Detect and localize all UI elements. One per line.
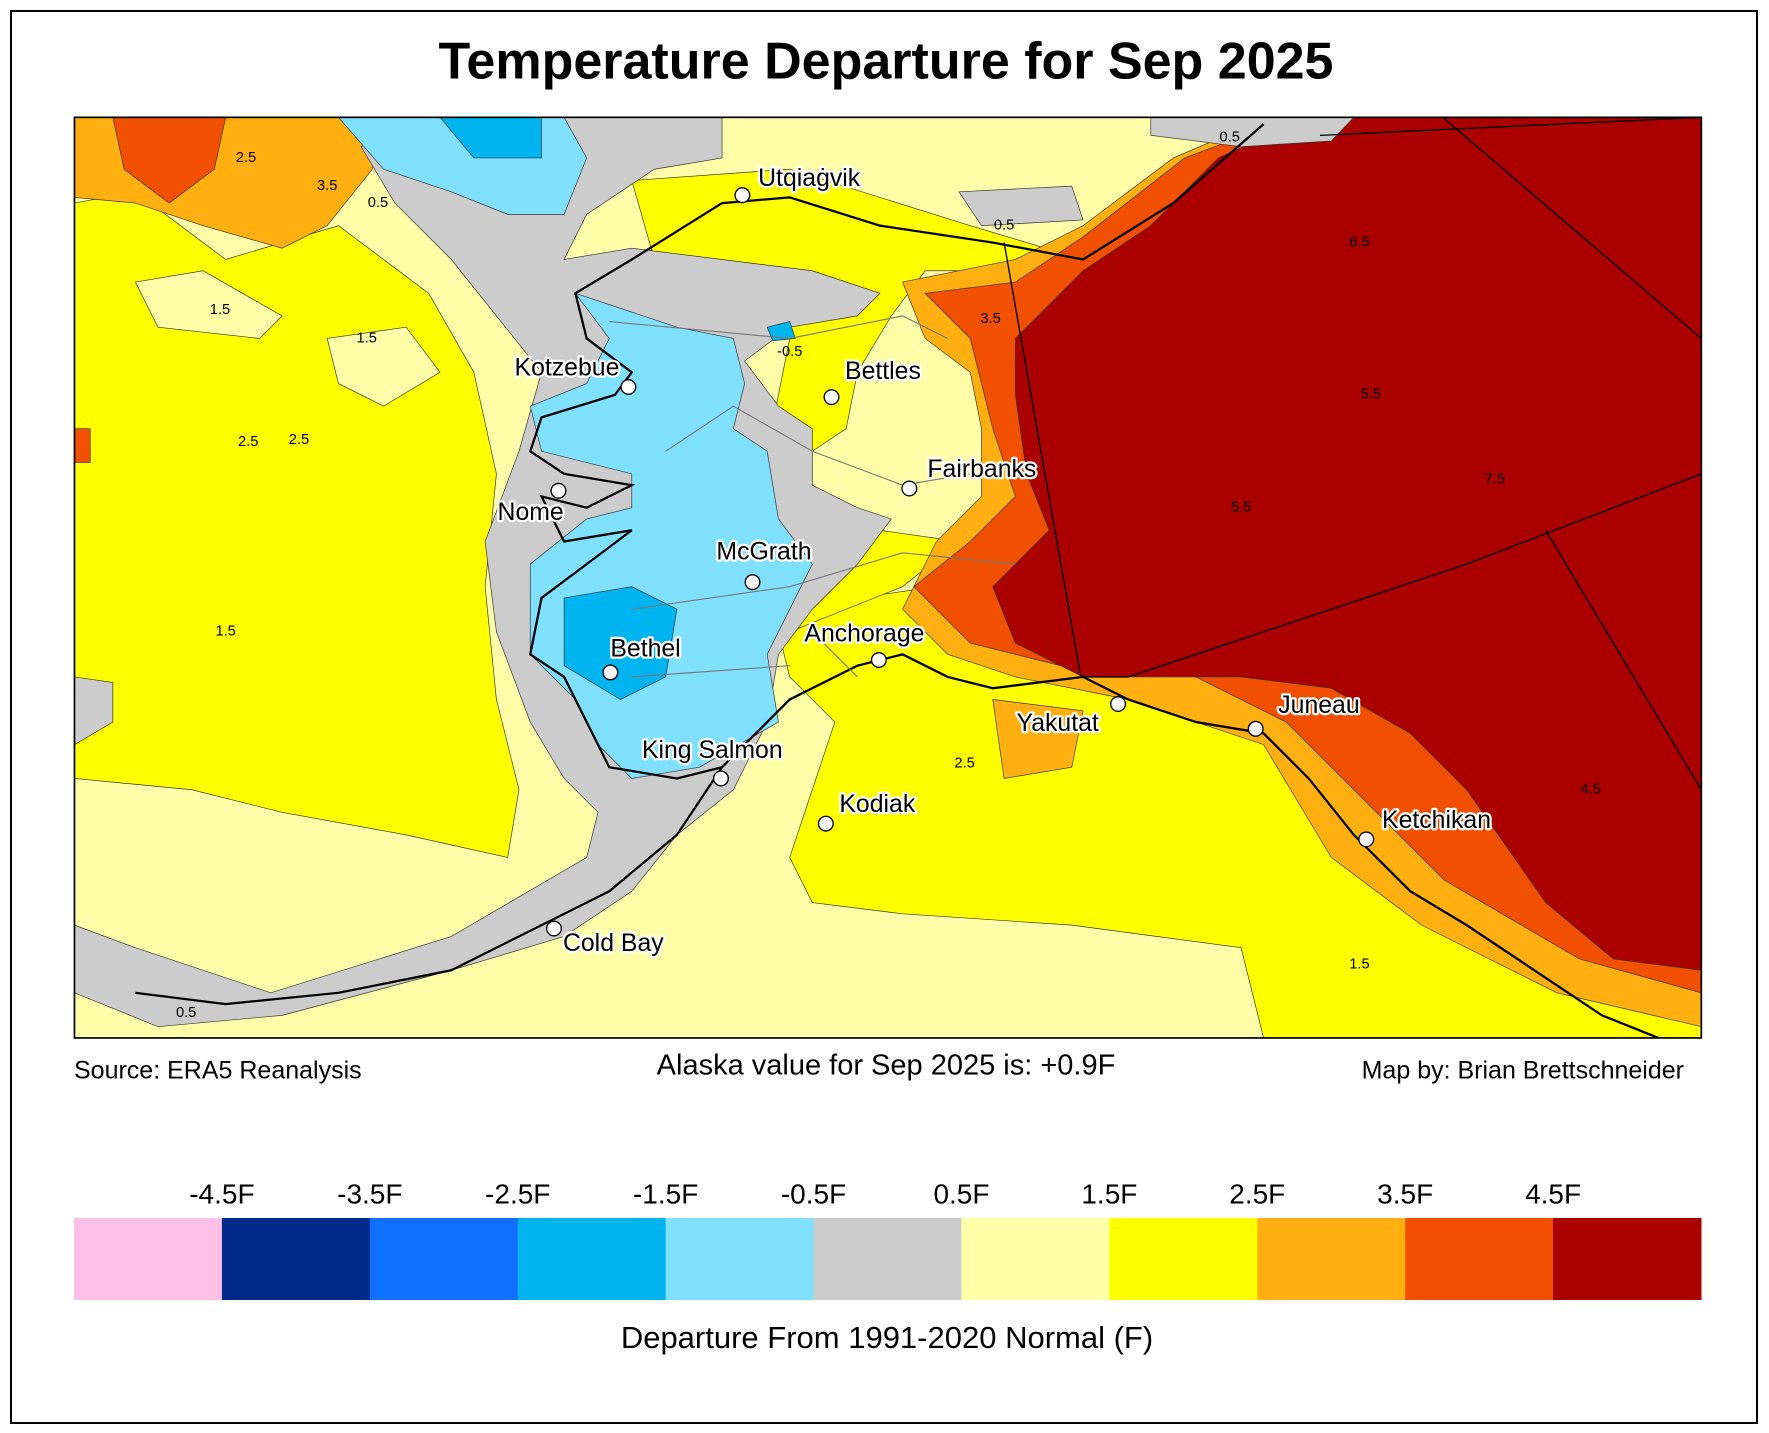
colorbar-tick-label: -0.5F: [781, 1178, 846, 1209]
city-label: Ketchikan: [1382, 807, 1491, 834]
colorbar-segment: [1109, 1218, 1258, 1300]
colorbar-tick-label: -4.5F: [189, 1178, 254, 1209]
colorbar-tick-label: 2.5F: [1229, 1178, 1285, 1209]
city-label: Anchorage: [804, 621, 924, 648]
city-marker: [620, 378, 637, 395]
contour-label: 2.5: [289, 432, 309, 448]
contour-label: 1.5: [210, 302, 230, 318]
contour-label: 1.5: [215, 624, 235, 640]
contour-region: [134, 270, 441, 407]
colorbar-segment: [1257, 1218, 1406, 1300]
statement: Alaska value for Sep 2025 is: +0.9F: [657, 1050, 1116, 1082]
city-label: King Salmon: [642, 737, 783, 764]
contour-label: 2.5: [954, 756, 974, 772]
map: 2.5 3.5 0.5 1.5 1.5 2.5 0.5 0.5 3.5 -0.5 1.5 2.5 5.5…: [73, 116, 1703, 1039]
contour-label: 0.5: [994, 218, 1014, 234]
city-label: Bethel: [610, 635, 680, 662]
contour-label: -0.5: [777, 344, 802, 360]
colorbar-tick-label: -3.5F: [337, 1178, 402, 1209]
city-marker: [545, 920, 562, 937]
contour-label: 3.5: [317, 178, 337, 194]
region-lines: [609, 315, 1016, 678]
contour-label: 1.5: [1349, 956, 1369, 972]
city-label: Cold Bay: [563, 930, 664, 957]
colorbar-segment: [961, 1218, 1110, 1300]
city-marker: [602, 664, 619, 681]
city-label: Kodiak: [839, 791, 915, 818]
city-marker: [823, 389, 840, 406]
colorbar-segment: [74, 1218, 223, 1300]
map-border: [73, 116, 1703, 1039]
contour-label: 2.5: [238, 434, 258, 450]
contour-label: 0.5: [1220, 130, 1240, 146]
colorbar-tick-label: 1.5F: [1081, 1178, 1137, 1209]
title: Temperature Departure for Sep 2025: [439, 33, 1334, 91]
colorbar-segment: [1553, 1218, 1702, 1300]
contour-label: 7.5: [1485, 471, 1505, 487]
colorbar: -4.5F -3.5F -2.5F -1.5F -0.5F 0.5F 1.5F 2.5F 3.5…: [74, 1178, 1702, 1300]
contour-label: 3.5: [980, 311, 1000, 327]
source: Source: ERA5 Reanalysis: [74, 1057, 362, 1085]
city-label: Nome: [498, 499, 564, 526]
city-marker: [744, 574, 761, 591]
contour-label: 5.5: [1231, 500, 1251, 516]
city-label: Juneau: [1278, 692, 1359, 719]
city-marker: [817, 815, 834, 832]
city-marker: [734, 187, 751, 204]
city-label: Bettles: [845, 358, 921, 385]
colorbar-tick-label: 4.5F: [1525, 1178, 1581, 1209]
contour-region: [338, 117, 813, 779]
colorbar-segment: [517, 1218, 667, 1300]
city-label: McGrath: [716, 538, 811, 565]
contour-label: 0.5: [368, 195, 388, 211]
contour-label: 5.5: [1361, 387, 1381, 403]
credit: Map by: Brian Brettschneider: [1362, 1057, 1684, 1085]
city-marker: [1247, 720, 1264, 737]
colorbar-tick-label: -2.5F: [485, 1178, 550, 1209]
contour-label: 1.5: [356, 330, 376, 346]
city-label: Fairbanks: [927, 456, 1036, 483]
contour-label: 2.5: [236, 150, 256, 166]
city-marker: [712, 770, 729, 787]
colorbar-label: Departure From 1991-2020 Normal (F): [621, 1320, 1153, 1355]
contour-label: 6.5: [1349, 234, 1369, 250]
contour-label: 0.5: [176, 1005, 196, 1021]
coastline: [135, 123, 1659, 1038]
colorbar-tick-label: 3.5F: [1377, 1178, 1433, 1209]
contour-fills: [74, 117, 1702, 1038]
city-label: Yakutat: [1017, 710, 1099, 737]
city-label: Kotzebue: [515, 354, 620, 381]
colorbar-segment: [1405, 1218, 1554, 1300]
colorbar-segment: [813, 1218, 962, 1300]
city-marker: [1358, 831, 1375, 848]
colorbar-segment: [369, 1218, 519, 1300]
city-marker: [870, 651, 887, 669]
colorbar-tick-label: -1.5F: [633, 1178, 698, 1209]
geography: [135, 117, 1702, 1038]
colorbar-segment: [665, 1218, 815, 1300]
contour-label: 4.5: [1581, 782, 1601, 798]
city-marker: [1110, 695, 1127, 713]
city-marker: [901, 480, 918, 497]
colorbar-tick-label: 0.5F: [933, 1178, 989, 1209]
borders: [1003, 117, 1702, 791]
city-label: Utqiaġvik: [758, 165, 861, 192]
city-marker: [550, 482, 567, 499]
colorbar-segment: [221, 1218, 371, 1300]
